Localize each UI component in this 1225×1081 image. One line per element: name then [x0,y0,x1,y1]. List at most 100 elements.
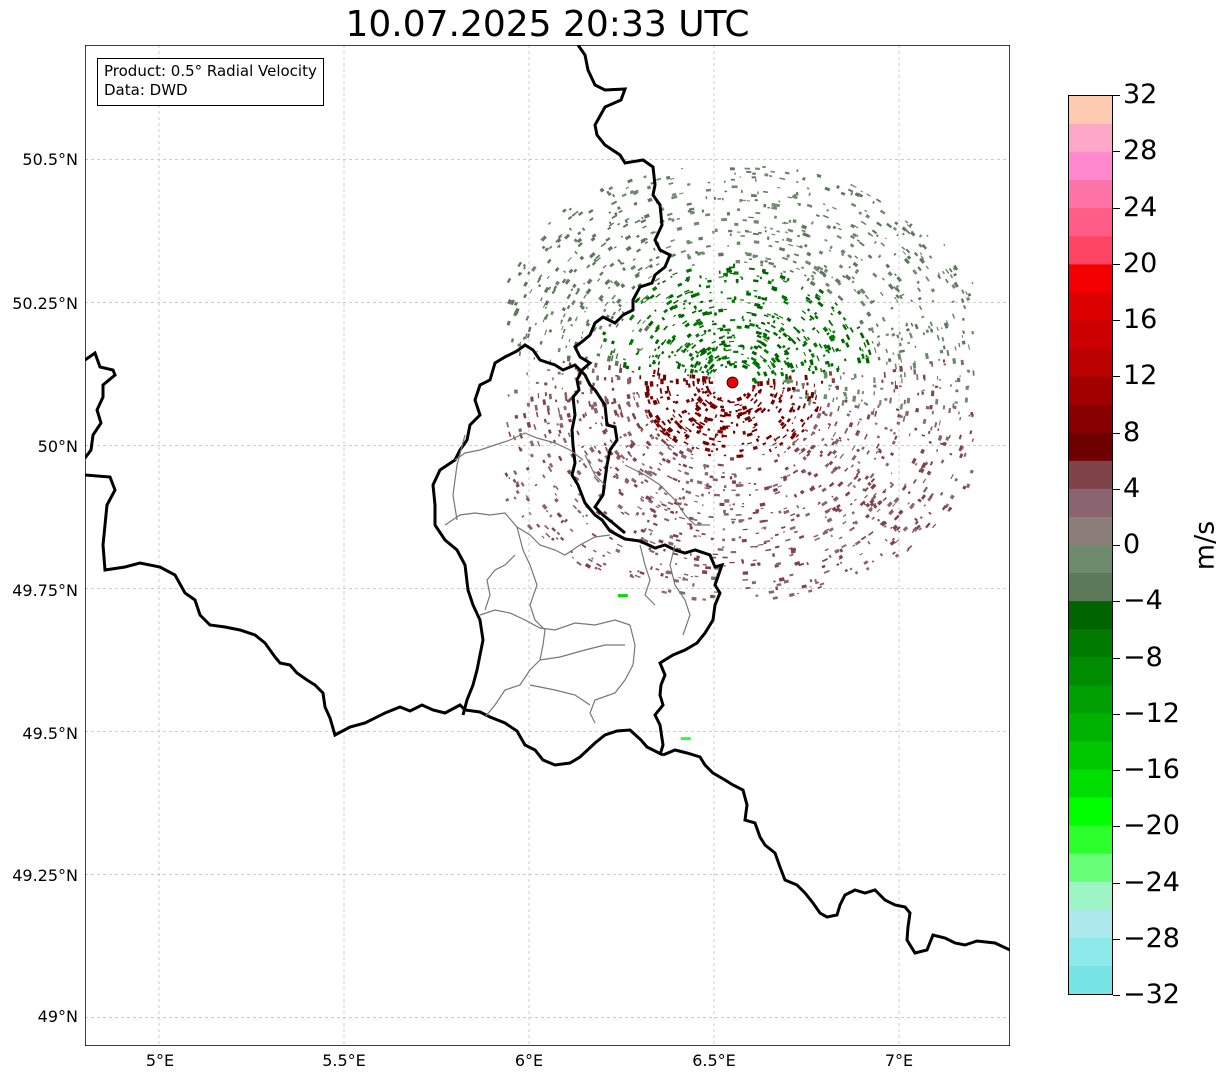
echo-pixel [638,327,643,333]
echo-pixel [678,532,683,536]
echo-pixel [608,211,612,214]
colorbar-tick-label: −12 [1123,697,1180,729]
colorbar-tick-label: −20 [1123,810,1180,842]
echo-pixel [529,288,533,294]
echo-pixel [768,244,773,248]
echo-pixel [910,322,914,327]
echo-pixel [654,326,661,333]
echo-pixel [687,183,691,186]
echo-pixel [832,330,836,334]
echo-pixel [801,328,805,333]
echo-pixel [603,442,607,447]
echo-pixel [561,278,567,284]
echo-pixel [643,213,650,219]
echo-pixel [892,431,896,435]
echo-pixel [529,440,535,447]
echo-pixel [596,478,600,483]
echo-pixel [653,348,657,352]
echo-pixel [830,534,834,538]
echo-pixel [780,421,785,427]
echo-pixel [566,412,571,418]
echo-pixel [814,295,821,301]
echo-pixel [753,289,758,292]
echo-pixel [786,474,791,478]
echo-pixel [870,483,877,490]
echo-pixel [620,283,625,288]
echo-pixel [773,580,776,583]
echo-pixel [599,271,604,277]
echo-pixel [676,394,679,397]
echo-pixel [510,338,515,343]
echo-pixel [714,355,720,360]
colorbar-tick-mark [1113,882,1120,884]
echo-pixel [648,413,653,418]
echo-pixel [619,261,623,265]
echo-pixel [679,502,683,506]
echo-pixel [579,301,583,305]
echo-pixel [835,422,838,425]
colorbar-tick-mark [1113,995,1120,996]
echo-pixel [823,344,828,350]
echo-pixel [790,550,796,554]
echo-pixel [773,458,779,463]
echo-pixel [836,397,838,400]
echo-pixel [686,349,689,353]
echo-pixel [612,421,616,425]
internal-boundary [484,554,516,611]
echo-pixel [858,418,862,421]
echo-pixel [855,470,861,476]
echo-pixel [715,433,719,436]
echo-pixel [948,267,953,273]
echo-pixel [865,513,870,519]
echo-pixel [856,448,860,453]
echo-pixel [867,540,871,545]
echo-pixel [669,443,675,449]
echo-pixel [698,429,702,433]
echo-pixel [546,408,551,415]
echo-pixel [760,507,764,510]
radar-site-marker[interactable] [726,376,739,389]
echo-pixel [780,476,783,479]
echo-pixel [819,582,825,586]
echo-pixel [676,293,683,299]
echo-pixel [750,194,757,198]
echo-pixel [593,407,599,414]
echo-pixel [648,355,651,359]
echo-pixel [694,411,698,415]
echo-pixel [836,234,842,240]
echo-pixel [694,360,699,367]
echo-pixel [683,378,686,382]
echo-pixel [896,285,899,288]
echo-pixel [655,399,658,405]
echo-pixel [785,373,789,380]
echo-pixel [573,238,578,243]
map-area[interactable] [85,45,1010,1046]
echo-pixel [673,578,680,583]
echo-pixel [634,271,641,277]
echo-pixel [691,423,695,427]
echo-pixel [844,427,849,433]
echo-pixel [835,222,841,226]
echo-pixel [920,448,925,454]
echo-pixel [585,522,589,525]
echo-pixel [557,238,562,243]
echo-pixel [522,266,526,270]
echo-pixel [856,357,862,364]
echo-pixel [704,447,711,452]
echo-pixel [633,483,639,488]
echo-pixel [691,446,695,450]
echo-pixel [568,207,572,211]
echo-pixel [685,398,691,404]
echo-pixel [746,170,752,173]
radar-map[interactable] [85,45,1010,1046]
echo-pixel [760,407,767,414]
internal-boundary [452,434,466,521]
echo-pixel [824,443,828,447]
echo-pixel [533,423,537,431]
echo-pixel [557,234,562,239]
echo-pixel [756,275,760,278]
echo-pixel [941,442,946,446]
echo-pixel [852,261,859,268]
echo-pixel [828,384,832,387]
echo-pixel [672,435,677,440]
